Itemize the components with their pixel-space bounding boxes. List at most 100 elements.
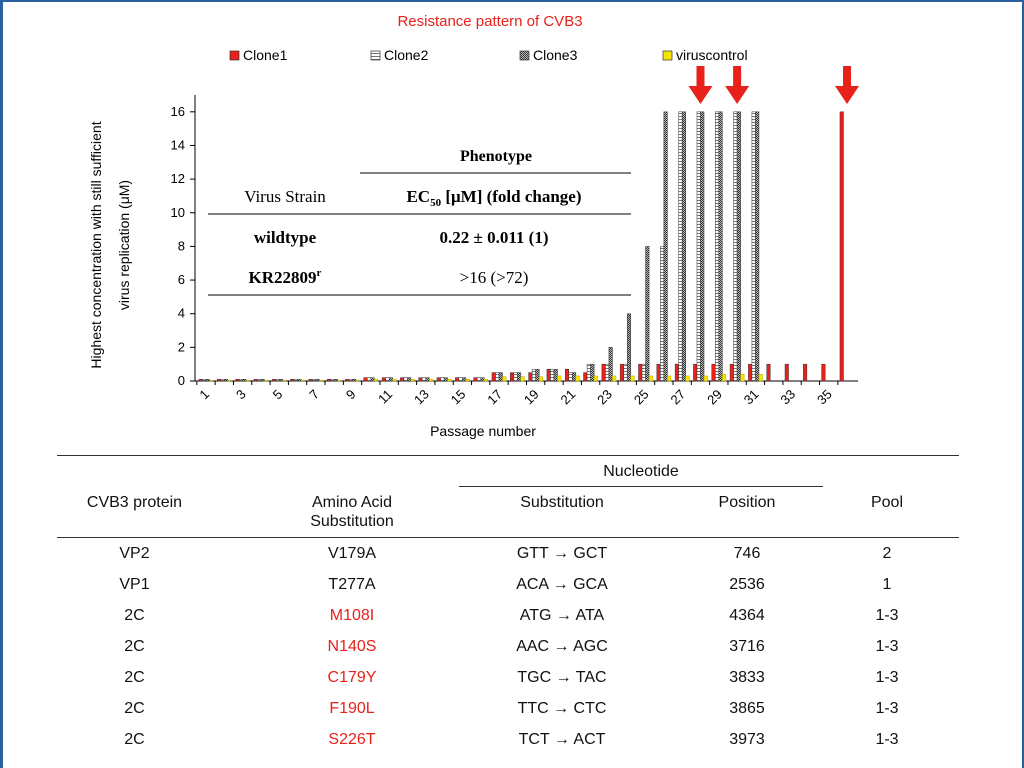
bar-clone1-p36 [839,111,844,382]
bar-viruscontrol-p4 [264,379,269,382]
bar-clone2-p28 [696,111,701,382]
bar-clone3-p15 [462,377,467,382]
y-tick-label: 14 [171,137,185,152]
bar-viruscontrol-p8 [337,379,342,382]
bar-viruscontrol-p2 [227,379,232,382]
cell-position: 3833 [729,669,765,686]
bar-clone1-p14 [436,377,441,382]
bar-clone1-p27 [674,363,679,382]
header-position: Position [718,494,776,511]
cell-substitution: TGC → TAC [517,669,607,686]
bar-viruscontrol-p26 [667,375,672,382]
bar-clone2-p11 [385,377,390,382]
y-tick-label: 2 [178,339,185,354]
bar-clone1-p22 [583,372,588,382]
legend-swatch-clone2 [370,50,381,61]
y-tick-label: 6 [178,272,185,287]
bar-clone1-p16 [473,377,478,382]
inset-row2-value: >16 (>72) [460,268,529,287]
bar-clone1-p28 [693,363,698,382]
table-row: 2C C179Y TGC → TAC 3833 1-3 [57,662,959,693]
bar-clone1-p6 [290,379,295,382]
inset-row1-strain: wildtype [254,228,317,247]
bar-clone3-p9 [352,379,357,382]
bar-viruscontrol-p1 [209,379,214,382]
arrow-down-icon [688,66,713,104]
x-tick-label: 19 [521,387,542,408]
bars [198,111,844,382]
bar-clone1-p25 [638,363,643,382]
legend-label-clone2: Clone2 [384,47,429,63]
bar-clone1-p9 [345,379,350,382]
x-tick-label: 25 [631,387,652,408]
bar-clone2-p21 [568,372,573,382]
bar-clone3-p14 [443,377,448,382]
cell-amino-acid: C179Y [327,669,377,686]
cell-pool: 1-3 [875,607,899,624]
bar-clone2-p25 [641,363,646,382]
cell-pool: 1-3 [875,638,899,655]
cell-amino-acid: M108I [329,607,375,624]
bar-clone3-p29 [718,111,723,382]
slide-frame-left [0,0,3,768]
inset-row2-strain: KR22809r [249,267,322,287]
bar-clone2-p29 [715,111,720,382]
cell-substitution: AAC → AGC [516,638,608,655]
bar-clone1-p30 [729,363,734,382]
y-axis-label-line1: Highest concentration with still suffici… [88,121,104,368]
bar-clone2-p4 [257,379,262,382]
cell-protein: VP1 [119,576,150,593]
bar-clone1-p31 [748,363,753,382]
cell-pool: 1-3 [875,700,899,717]
bar-clone2-p27 [678,111,683,382]
bar-clone1-p29 [711,363,716,382]
cell-position: 3716 [729,638,765,655]
cell-position: 4364 [729,607,765,624]
bar-clone2-p30 [733,111,738,382]
table-row: 2C S226T TCT → ACT 3973 1-3 [57,724,959,755]
bar-viruscontrol-p31 [758,374,763,382]
x-axis-label: Passage number [430,423,536,439]
bar-viruscontrol-p27 [685,375,690,382]
x-ticks: 1 3 5 7 9 11 13 15 17 19 21 23 25 27 29 31 33 35 [196,381,839,408]
bar-clone3-p16 [480,377,485,382]
bar-viruscontrol-p24 [630,375,635,382]
bar-clone3-p3 [242,379,247,382]
bar-viruscontrol-p28 [703,375,708,382]
header-substitution: Substitution [520,494,604,511]
bar-clone1-p34 [803,363,808,382]
bar-clone1-p18 [510,372,515,382]
bar-clone2-p10 [367,377,372,382]
bar-clone1-p35 [821,363,826,382]
bar-clone1-p12 [400,377,405,382]
x-tick-label: 5 [270,387,286,403]
inset-group-header: Phenotype [460,148,532,165]
header-aa-line2: Substitution [310,513,394,530]
bar-clone3-p21 [572,372,577,382]
bar-clone1-p24 [619,363,624,382]
cell-position: 3973 [729,731,765,748]
bar-clone3-p25 [645,246,650,382]
bar-viruscontrol-p7 [319,379,324,382]
y-tick-label: 16 [171,104,185,119]
x-tick-label: 15 [448,387,469,408]
cell-amino-acid: T277A [328,576,376,593]
bar-clone3-p17 [498,372,503,382]
cell-substitution: ACA → GCA [516,576,608,593]
bar-clone3-p12 [407,377,412,382]
bar-viruscontrol-p14 [447,379,452,382]
bar-clone1-p5 [271,379,276,382]
inset-col2-header: EC50 [μM] (fold change) [406,187,581,209]
bar-clone2-p2 [220,379,225,382]
bar-clone3-p11 [388,377,393,382]
bar-clone3-p13 [425,377,430,382]
bar-viruscontrol-p20 [557,375,562,382]
bar-viruscontrol-p17 [502,376,507,382]
arrow-down-icon [725,66,750,104]
cell-protein: 2C [124,607,145,624]
bar-clone1-p1 [198,379,203,382]
cell-protein: 2C [124,638,145,655]
bar-viruscontrol-p29 [722,374,727,382]
header-aa-line1: Amino Acid [311,494,393,511]
bar-viruscontrol-p12 [410,379,415,382]
